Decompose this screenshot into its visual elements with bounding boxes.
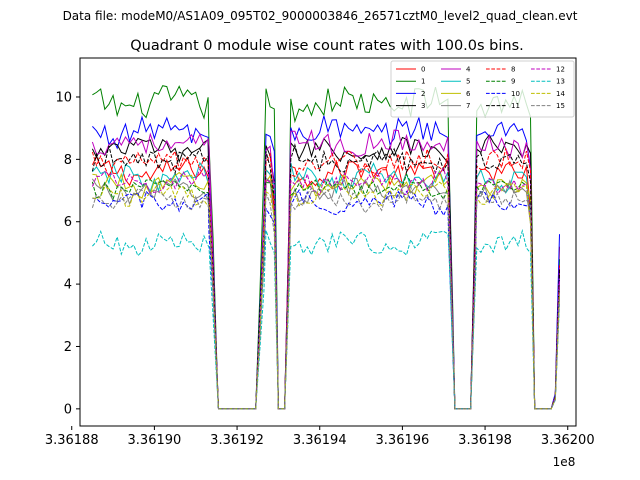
x-offset-label: 1e8 [553,455,576,469]
legend-label-6: 6 [466,90,471,98]
series-line-11 [91,143,560,410]
legend-label-1: 1 [421,78,425,86]
series-line-13 [92,228,560,410]
legend-label-13: 13 [556,78,565,86]
figure-suptitle: Data file: modeM0/AS1A09_095T02_90000038… [63,9,578,23]
y-tick-label: 6 [64,215,72,230]
legend-label-2: 2 [421,90,425,98]
legend-label-11: 11 [511,102,520,110]
x-tick-label: 3.36200 [541,433,595,448]
series-line-12 [91,167,560,410]
series-line-8 [91,147,560,410]
series-line-15 [91,184,560,410]
series-line-10 [92,188,560,410]
y-tick-label: 4 [64,278,72,293]
y-tick-label: 0 [64,402,72,417]
legend-label-9: 9 [511,78,515,86]
legend-label-12: 12 [556,66,565,74]
legend-label-0: 0 [421,66,425,74]
series-line-6 [92,170,560,410]
x-tick-label: 3.36198 [458,433,512,448]
x-tick-label: 3.36188 [45,433,99,448]
series-line-4 [91,128,560,410]
legend-label-4: 4 [466,66,471,74]
legend-label-10: 10 [511,90,520,98]
series-line-5 [92,161,560,410]
x-tick-label: 3.36190 [128,433,182,448]
legend-label-3: 3 [421,102,425,110]
legend-label-5: 5 [466,78,470,86]
legend-label-8: 8 [511,66,515,74]
y-tick-label: 10 [55,90,72,105]
x-tick-label: 3.36192 [210,433,264,448]
chart-title: Quadrant 0 module wise count rates with … [130,38,524,54]
series-line-14 [92,181,560,410]
plot-area [91,85,560,410]
y-tick-label: 2 [64,340,72,355]
series-line-1 [92,85,560,410]
legend-label-15: 15 [556,102,565,110]
series-line-2 [92,115,560,410]
x-tick-label: 3.36196 [376,433,430,448]
series-line-7 [91,177,560,410]
legend-label-14: 14 [556,90,565,98]
y-tick-label: 8 [64,153,72,168]
x-tick-label: 3.36194 [293,433,347,448]
axes-frame [79,57,577,427]
legend-box [390,60,575,118]
legend-label-7: 7 [466,102,470,110]
